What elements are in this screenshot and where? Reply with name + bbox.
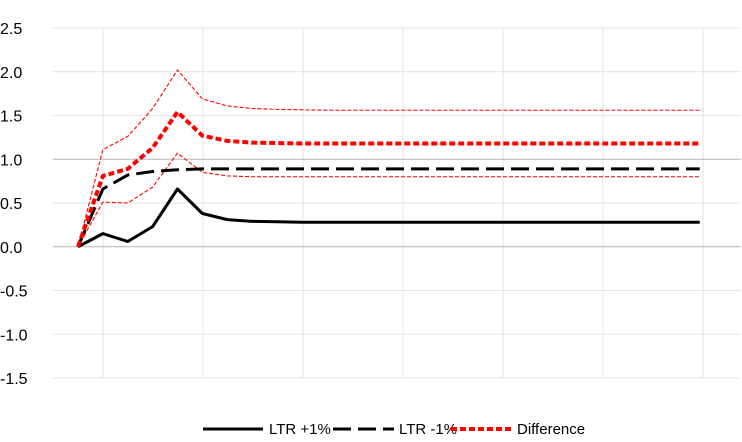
y-tick-label: -0.5 bbox=[0, 284, 28, 301]
legend: LTR +1% LTR -1% Difference bbox=[203, 421, 585, 438]
series-line-0 bbox=[77, 187, 700, 249]
legend-label: LTR +1% bbox=[269, 421, 331, 438]
confidence-band-line bbox=[77, 152, 700, 248]
series-lines bbox=[76, 69, 700, 249]
legend-label: LTR -1% bbox=[399, 421, 457, 438]
y-tick-label: 0.0 bbox=[0, 240, 22, 257]
y-tick-label: -1.0 bbox=[0, 327, 28, 344]
y-tick-label: 2.0 bbox=[0, 65, 22, 82]
series-line-2 bbox=[76, 110, 700, 248]
y-tick-label: 1.5 bbox=[0, 109, 22, 126]
confidence-band-line bbox=[77, 69, 700, 247]
y-axis-tick-labels: 2.5 2.0 1.5 1.0 0.5 0.0 -0.5 -1.0 -1.5 bbox=[0, 21, 28, 388]
legend-label: Difference bbox=[517, 421, 585, 438]
y-tick-label: 2.5 bbox=[0, 21, 22, 38]
y-tick-label: -1.5 bbox=[0, 371, 28, 388]
horizontal-gridlines bbox=[53, 27, 741, 379]
y-tick-label: 1.0 bbox=[0, 152, 22, 169]
y-tick-label: 0.5 bbox=[0, 196, 22, 213]
series-line-1 bbox=[76, 167, 700, 248]
